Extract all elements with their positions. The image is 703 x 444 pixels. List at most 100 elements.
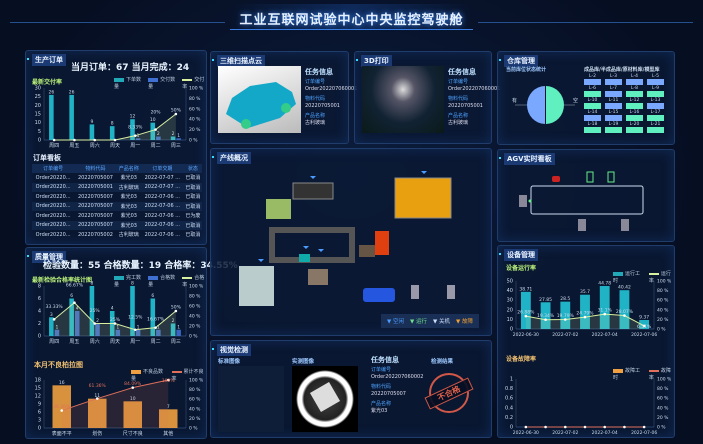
- agv: [447, 285, 455, 299]
- x-tick-label: 周五: [69, 339, 79, 345]
- bar: [115, 329, 121, 336]
- bar-value-label: 8: [131, 281, 134, 287]
- table-cell: 已取消: [185, 175, 201, 182]
- storage-slot[interactable]: L-21: [647, 122, 664, 134]
- storage-slot[interactable]: L-19: [605, 122, 622, 134]
- storage-slot[interactable]: L-17: [647, 110, 664, 122]
- storage-slot[interactable]: L-6: [584, 86, 601, 98]
- table-cell: Order20220...: [35, 193, 71, 200]
- y-tick-label: 0.8: [505, 386, 513, 392]
- task-info: 任务信息 订单编号 Order202207060002 物料代码 202207050…: [371, 356, 424, 415]
- storage-slot[interactable]: L-3: [605, 74, 622, 86]
- chart-legend: 故障工时 故障率: [613, 368, 671, 381]
- panel-title: 产线概况: [212, 152, 251, 164]
- storage-slot[interactable]: L-2: [584, 74, 601, 86]
- storage-slot[interactable]: L-18: [584, 122, 601, 134]
- bar-value-label: 1: [177, 133, 180, 139]
- x-tick-label: 其他: [163, 430, 173, 437]
- orders-summary: 当月订单：67 当月完成：24: [71, 63, 190, 73]
- slot-label: L-12: [629, 98, 640, 103]
- slot-status: [584, 103, 601, 109]
- y-tick-label: 3: [38, 418, 41, 424]
- chart-title: 设备故障率: [506, 356, 537, 363]
- chart-legend: 完工数量 合格数量 合格率: [114, 275, 205, 288]
- slot-status: [626, 91, 643, 97]
- slot-label: L-17: [650, 110, 661, 115]
- table-row[interactable]: Order20220... 20220705007 紫光03 2022-07-06 .…: [32, 192, 202, 202]
- table-cell: 20220705007: [77, 174, 113, 181]
- bar-value-label: 11: [94, 393, 100, 399]
- x-tick-label: 2022-07-06: [631, 430, 657, 436]
- bar-value-label: 2: [172, 318, 175, 324]
- x-tick-label: 周三: [171, 339, 181, 345]
- y2-tick-label: 80 %: [657, 386, 669, 392]
- table-row[interactable]: Order20220... 20220705007 紫光03 2022-07-06 .…: [32, 220, 202, 230]
- panel-title: 设备管理: [499, 249, 538, 261]
- storage-slot[interactable]: L-5: [647, 74, 664, 86]
- y2-tick-label: 20 %: [189, 127, 201, 133]
- quality-summary: 检验数量：55 合格数量：19 合格率：34.55%: [43, 261, 238, 271]
- y2-tick-label: 60 %: [657, 396, 669, 402]
- pareto-chart: 0 3 6 9 12 15 18 0 % 20 % 40 % 60 % 80 % 100 % 表面不平 16…: [35, 378, 204, 438]
- slot-status: [584, 127, 601, 133]
- bar-value-label: 9.37: [639, 315, 649, 321]
- table-cell: 2022-07-07 ...: [140, 182, 184, 192]
- table-cell: 已取消: [183, 201, 202, 211]
- slot-label: L-9: [652, 86, 659, 91]
- chart-legend: 运行工时 运行率: [613, 271, 671, 284]
- orders-table: 订单编号 物料代码 产品名称 订单交期 状态 Order20220... 202207050…: [32, 164, 202, 240]
- station: [607, 171, 615, 183]
- table-cell: 20220705007: [74, 220, 117, 230]
- orders-panel: 生产订单 当月订单：67 当月完成：24 最新交付率 下单数量 交付数量 交付率 0…: [25, 50, 207, 245]
- legend-item: ▼ 关机: [433, 319, 450, 325]
- bar: [54, 329, 60, 336]
- table-cell: Order20220...: [35, 174, 71, 181]
- storage-slot[interactable]: L-15: [605, 110, 622, 122]
- table-row[interactable]: Order20220... 20220705007 紫光03 2022-07-06 .…: [32, 211, 202, 221]
- bar: [170, 323, 176, 336]
- storage-slot[interactable]: L-13: [647, 98, 664, 110]
- y-tick-label: 10: [507, 317, 513, 323]
- y-tick-label: 0: [38, 334, 41, 340]
- line-point: [603, 312, 607, 316]
- bar: [74, 311, 80, 336]
- bar-value-label: 2: [172, 131, 175, 137]
- storage-slot[interactable]: L-11: [605, 98, 622, 110]
- line-value-label: 61.36%: [89, 383, 107, 389]
- table-cell: 20220705002: [77, 231, 113, 238]
- storage-slot[interactable]: L-12: [626, 98, 643, 110]
- panel-title: 仓库管理: [499, 55, 538, 67]
- line-value-label: 20%: [151, 110, 162, 116]
- y2-tick-label: 40 %: [189, 406, 201, 412]
- x-tick-label: 周三: [171, 143, 181, 149]
- line-value-label: 36.36%: [53, 404, 71, 410]
- storage-slot[interactable]: L-4: [626, 74, 643, 86]
- storage-slot[interactable]: L-10: [584, 98, 601, 110]
- line-point: [642, 425, 646, 429]
- storage-slot[interactable]: L-16: [626, 110, 643, 122]
- x-tick-label: 周天: [110, 339, 120, 345]
- table-row[interactable]: Order20220... 20220705002 古利玻璃 2022-07-06 .…: [32, 230, 202, 240]
- storage-slot[interactable]: L-14: [584, 110, 601, 122]
- table-cell: 2022-07-06 ...: [144, 212, 181, 219]
- quality-panel: 质量管理 检验数量：55 合格数量：19 合格率：34.55% 最新检验合格率统…: [25, 247, 238, 439]
- table-row[interactable]: Order20220... 20220705007 紫光03 2022-07-06 .…: [32, 201, 202, 211]
- warehouse-type-legend[interactable]: 成品库/半成品库/原材料库/模型库: [584, 67, 660, 73]
- storage-slot[interactable]: L-20: [626, 122, 643, 134]
- bar-value-label: 40.42: [618, 285, 631, 291]
- display-screen: [363, 288, 395, 302]
- machine: [308, 269, 328, 285]
- y-tick-label: 2: [38, 321, 41, 327]
- column-header: 订单编号: [32, 164, 75, 173]
- bar-value-label: 16: [59, 380, 65, 386]
- storage-slot[interactable]: L-7: [605, 86, 622, 98]
- y-tick-label: 0: [38, 138, 41, 144]
- slot-status: [647, 115, 664, 121]
- table-row[interactable]: Order20220... 20220705001 古利玻璃 2022-07-07 .…: [32, 182, 202, 192]
- table-row[interactable]: Order20220... 20220705007 紫光03 2022-07-07 .…: [32, 173, 202, 183]
- y-tick-label: 20: [507, 307, 513, 313]
- storage-slot[interactable]: L-9: [647, 86, 664, 98]
- slot-label: L-3: [610, 74, 617, 79]
- storage-slot[interactable]: L-8: [626, 86, 643, 98]
